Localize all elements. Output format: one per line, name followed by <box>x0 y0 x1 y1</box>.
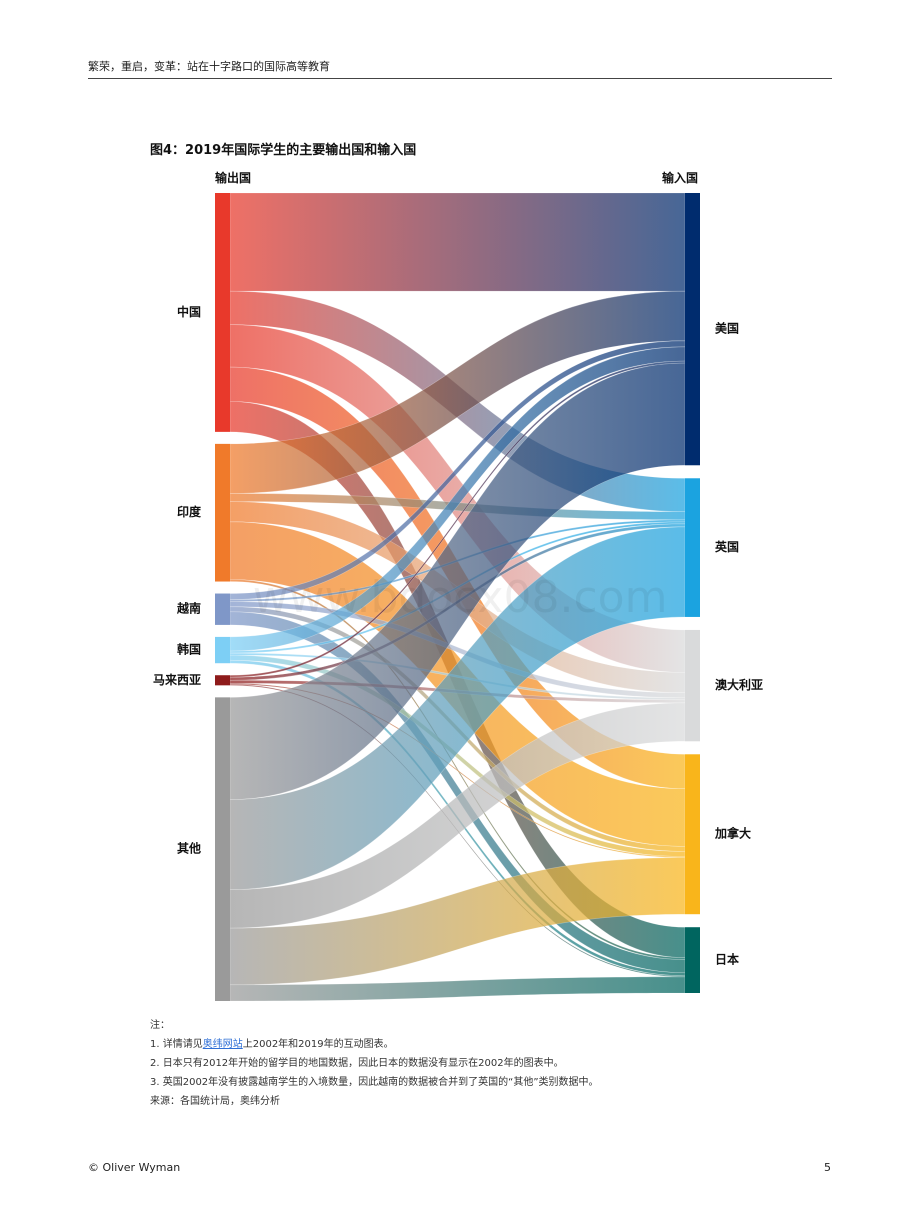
target-label-日本: 日本 <box>715 952 739 967</box>
target-node-加拿大 <box>685 754 700 915</box>
source-label-中国: 中国 <box>177 304 201 319</box>
oliver-wyman-website-link[interactable]: 奥纬网站 <box>202 1039 243 1050</box>
source-label-其他: 其他 <box>177 841 201 856</box>
source-node-其他 <box>215 697 230 1001</box>
target-node-澳大利亚 <box>685 629 700 742</box>
target-node-英国 <box>685 478 700 617</box>
target-label-英国: 英国 <box>715 539 739 554</box>
note-1-suffix: 上2002年和2019年的互动图表。 <box>242 1039 394 1050</box>
notes-block: 注： 1. 详情请见奥纬网站上2002年和2019年的互动图表。 2. 日本只有… <box>150 1016 599 1111</box>
source-label-越南: 越南 <box>176 601 201 616</box>
source-label-马来西亚: 马来西亚 <box>153 672 201 687</box>
target-column-label: 输入国 <box>662 171 699 185</box>
footer-copyright: © Oliver Wyman <box>88 1161 181 1174</box>
target-label-美国: 美国 <box>715 321 739 336</box>
figure-title: 图4：2019年国际学生的主要输出国和输入国 <box>150 143 417 158</box>
source-node-马来西亚 <box>215 675 230 686</box>
target-node-美国 <box>685 193 700 466</box>
source-column-label: 输出国 <box>215 171 252 185</box>
target-label-加拿大: 加拿大 <box>714 826 751 841</box>
flow-中国-美国 <box>229 192 686 292</box>
source-node-韩国 <box>215 636 230 664</box>
source-label-韩国: 韩国 <box>177 642 201 657</box>
target-node-日本 <box>685 927 700 993</box>
source-note: 来源：各国统计局，奥纬分析 <box>150 1096 280 1107</box>
watermark-text: www.bdocx08.com <box>253 572 668 623</box>
flow-其他-英国 <box>229 526 686 890</box>
note-2: 2. 日本只有2012年开始的留学目的地国数据，因此日本的数据没有显示在2002… <box>150 1058 564 1069</box>
source-node-中国 <box>215 193 230 432</box>
notes-heading: 注： <box>150 1020 170 1031</box>
source-node-越南 <box>215 593 230 625</box>
header-divider <box>88 78 832 79</box>
note-1: 1. 详情请见奥纬网站上2002年和2019年的互动图表。 <box>150 1035 599 1054</box>
target-label-澳大利亚: 澳大利亚 <box>715 677 763 692</box>
note-1-prefix: 1. 详情请见 <box>150 1039 203 1050</box>
source-label-印度: 印度 <box>177 504 202 519</box>
footer-page-number: 5 <box>824 1161 831 1174</box>
header-title: 繁荣，重启，变革：站在十字路口的国际高等教育 <box>88 60 330 73</box>
source-node-印度 <box>215 443 230 582</box>
note-3: 3. 英国2002年没有披露越南学生的入境数量，因此越南的数据被合并到了英国的“… <box>150 1077 599 1088</box>
